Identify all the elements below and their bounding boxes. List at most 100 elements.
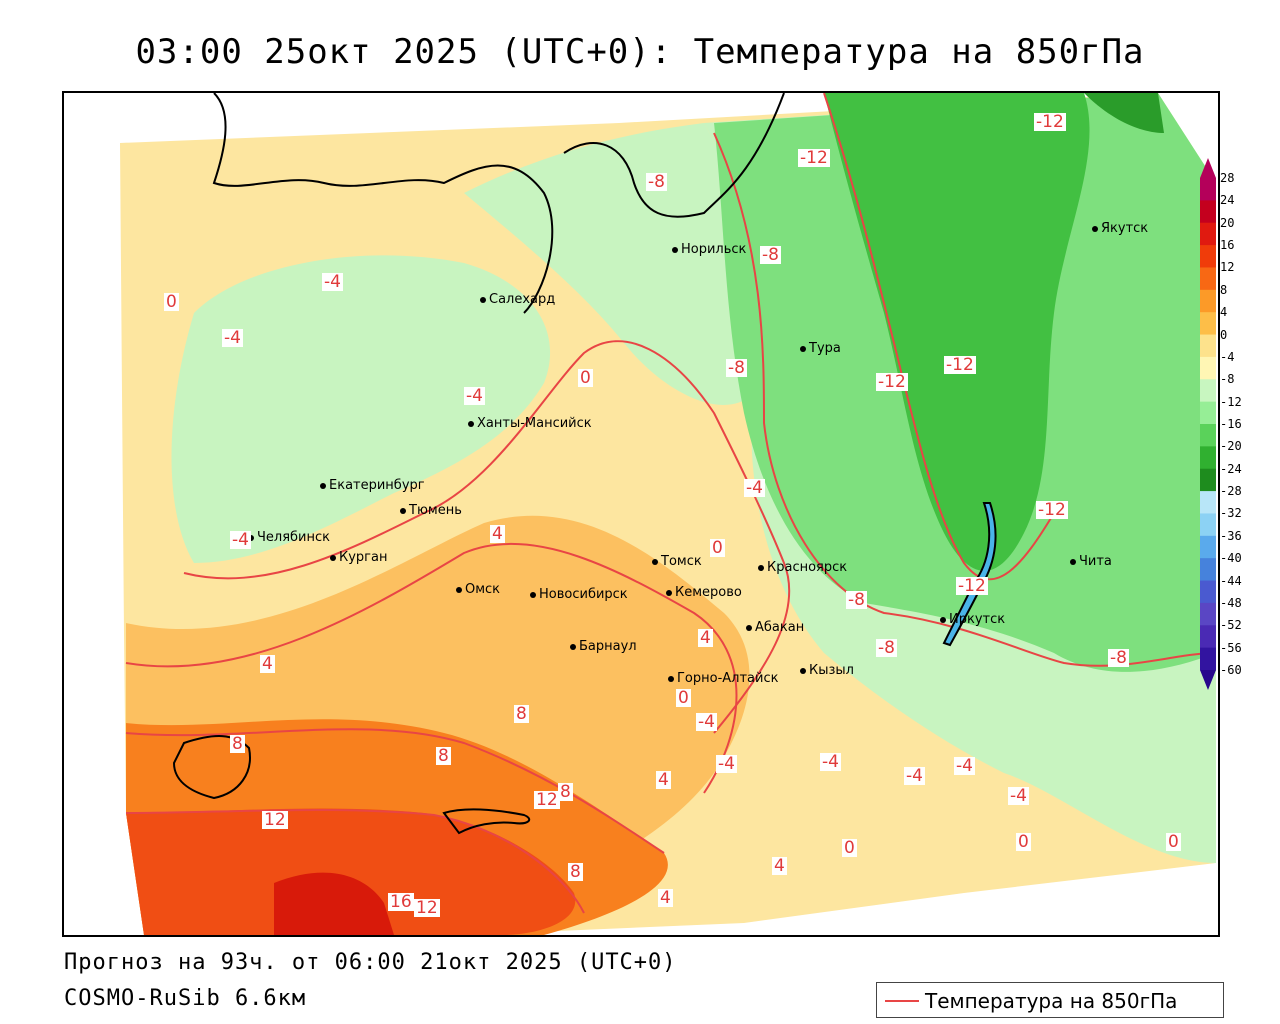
scale-swatch: [1200, 468, 1216, 492]
isoline-label: -4: [954, 756, 975, 776]
color-scale-bar: [1200, 158, 1216, 690]
scale-tick-label: -56: [1220, 640, 1242, 655]
scale-swatch: [1200, 446, 1216, 470]
color-scale: 28 24 20 16 12 8 4 0 -4 -8 -12 -16 -20 -24 -28 -32 -36 -4…: [1198, 158, 1268, 690]
city-kyzyl: Кызыл: [800, 663, 854, 678]
coastline: [212, 93, 785, 314]
scale-tick-label: 0: [1220, 327, 1228, 342]
city-gorno-altaysk: Горно-Алтайск: [668, 671, 778, 686]
isoline-label: -12: [944, 355, 976, 375]
isoline-label: -4: [1008, 786, 1029, 806]
scale-swatch: [1200, 424, 1216, 447]
city-norilsk: Норильск: [672, 242, 746, 257]
scale-swatch: [1200, 558, 1216, 582]
zone-minus16: [1084, 93, 1164, 133]
isoline-label: 4: [490, 524, 505, 544]
city-krasnoyarsk: Красноярск: [758, 560, 847, 575]
lake-baikal: [942, 502, 997, 647]
isoline-label: -12: [1036, 500, 1068, 520]
city-chelyabinsk: Челябинск: [248, 530, 330, 545]
isoline-label: 0: [1166, 832, 1181, 852]
isoline-label: -4: [716, 754, 737, 774]
scale-tick-label: -60: [1220, 663, 1242, 677]
scale-bottom-arrow: [1200, 670, 1216, 690]
scale-swatch: [1200, 580, 1216, 604]
scale-tick-label: -8: [1220, 372, 1235, 387]
isoline-label: -8: [646, 172, 667, 192]
scale-swatch: [1200, 312, 1216, 336]
map-frame: Салехард Норильск Якутск Тура Ханты-Манс…: [62, 91, 1220, 937]
city-chita: Чита: [1070, 554, 1112, 569]
lake-balkhash: [442, 808, 531, 835]
isoline-m8: [823, 93, 1055, 581]
zone-minus4-west: [171, 255, 551, 563]
city-barnaul: Барнаул: [570, 639, 637, 654]
scale-tick-label: -32: [1220, 506, 1242, 521]
isoline-label: 8: [230, 734, 245, 754]
scale-swatch: [1200, 245, 1216, 268]
isoline-label: -4: [464, 386, 485, 406]
city-salekhard: Салехард: [480, 292, 555, 307]
scale-tick-label: 8: [1220, 282, 1228, 297]
scale-tick-label: -20: [1220, 439, 1242, 454]
isoline-12: [125, 808, 585, 914]
city-tyumen: Тюмень: [400, 503, 462, 518]
city-abakan: Абакан: [746, 620, 804, 635]
isoline-label: 0: [710, 538, 725, 558]
legend-label: Температура на 850гПа: [925, 989, 1178, 1013]
lake-issyk: [172, 735, 251, 800]
city-khanty-mansiysk: Ханты-Мансийск: [468, 416, 592, 431]
city-tura: Тура: [800, 341, 841, 356]
scale-tick-label: 16: [1220, 238, 1235, 253]
scale-swatch: [1200, 535, 1216, 559]
isoline-label: -4: [904, 766, 925, 786]
isoline-label: 12: [414, 898, 440, 918]
zone-plus16: [274, 872, 394, 935]
city-ekaterinburg: Екатеринбург: [320, 478, 425, 493]
isoline-label: -12: [1034, 112, 1066, 132]
isoline-label: 0: [676, 688, 691, 708]
scale-tick-label: -52: [1220, 618, 1242, 633]
scale-tick-label: -28: [1220, 484, 1242, 499]
city-omsk: Омск: [456, 582, 500, 597]
scale-tick-label: 20: [1220, 215, 1235, 230]
scale-swatch: [1200, 401, 1216, 425]
isoline-label: -8: [1108, 648, 1129, 668]
isoline-label: 4: [698, 628, 713, 648]
isoline-label: -4: [820, 752, 841, 772]
city-irkutsk: Иркутск: [940, 612, 1005, 627]
city-tomsk: Томск: [652, 554, 702, 569]
zone-plus12: [126, 808, 576, 935]
scale-swatch: [1200, 200, 1216, 224]
scale-swatch: [1200, 513, 1216, 537]
forecast-info: Прогноз на 93ч. от 06:00 21окт 2025 (UTC…: [64, 950, 677, 975]
isoline-label: -4: [744, 478, 765, 498]
isoline-label: -12: [876, 372, 908, 392]
scale-tick-label: -40: [1220, 551, 1242, 566]
isoline-label: 4: [772, 856, 787, 876]
scale-swatch: [1200, 356, 1216, 380]
scale-top-arrow: [1200, 158, 1216, 178]
scale-swatch: [1200, 222, 1216, 246]
zone-minus12: [824, 93, 1090, 571]
isoline-label: 8: [568, 862, 583, 882]
legend: Температура на 850гПа: [876, 982, 1224, 1018]
scale-swatch: [1200, 602, 1216, 626]
scale-tick-label: 24: [1220, 193, 1235, 208]
model-name: COSMO-RuSib 6.6км: [64, 986, 307, 1011]
isoline-label: -4: [222, 328, 243, 348]
scale-tick-label: 4: [1220, 305, 1228, 320]
scale-tick-label: -4: [1220, 349, 1235, 364]
zone-minus4-north: [464, 123, 758, 405]
scale-tick-label: -44: [1220, 573, 1242, 588]
scale-tick-label: -36: [1220, 528, 1242, 543]
isoline-label: -8: [760, 245, 781, 265]
city-kurgan: Курган: [330, 550, 387, 565]
isoline-label: 16: [388, 892, 414, 912]
city-yakutsk: Якутск: [1092, 221, 1148, 236]
isoline-label: 4: [658, 888, 673, 908]
scale-tick-label: -48: [1220, 595, 1242, 610]
isoline-label: 4: [260, 654, 275, 674]
isoline-0: [183, 340, 791, 734]
isoline-label: 8: [436, 746, 451, 766]
